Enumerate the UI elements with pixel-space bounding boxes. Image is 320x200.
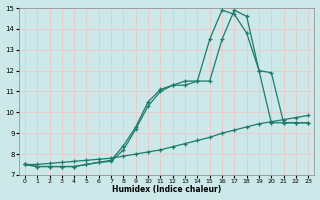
X-axis label: Humidex (Indice chaleur): Humidex (Indice chaleur) <box>112 185 221 194</box>
